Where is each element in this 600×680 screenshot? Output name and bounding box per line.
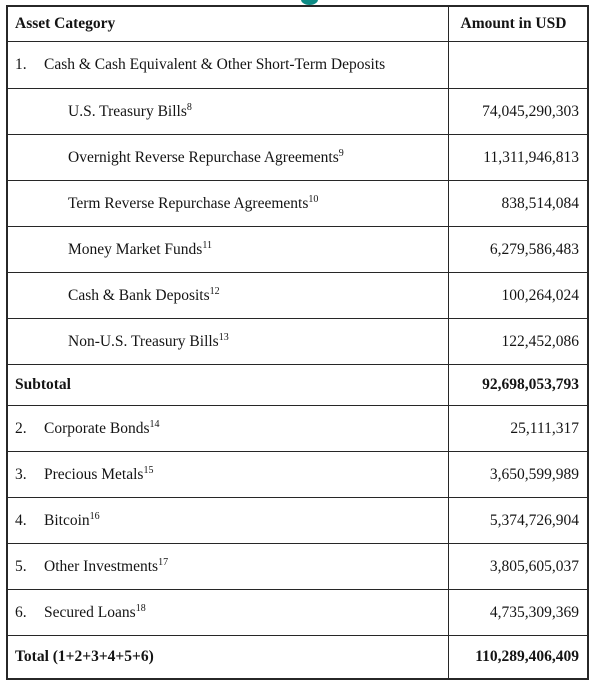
amount-cell: 122,452,086 <box>447 318 589 365</box>
amount-cell: 11,311,946,813 <box>447 134 589 181</box>
asset-category-cell: Money Market Funds11 <box>6 226 449 273</box>
footnote-reference: 11 <box>202 239 212 251</box>
asset-label: Secured Loans <box>44 603 136 621</box>
table-row: 2. Corporate Bonds14 25,111,317 <box>6 405 589 452</box>
asset-label: Other Investments <box>44 557 159 575</box>
amount-cell: 5,374,726,904 <box>447 497 589 544</box>
asset-category-cell: 3. Precious Metals15 <box>6 451 449 498</box>
asset-category-cell: 4. Bitcoin16 <box>6 497 449 544</box>
asset-label: Precious Metals <box>44 465 144 483</box>
asset-label: Bitcoin <box>44 511 90 529</box>
asset-label: Overnight Reverse Repurchase Agreements <box>68 148 339 166</box>
amount-cell: 92,698,053,793 <box>447 364 589 406</box>
table-row: Non-U.S. Treasury Bills13 122,452,086 <box>6 318 589 365</box>
asset-label: Cash & Bank Deposits <box>68 286 210 304</box>
asset-label: Term Reverse Repurchase Agreements <box>68 194 309 212</box>
row-number: 5. <box>15 557 27 575</box>
asset-category-cell: U.S. Treasury Bills8 <box>6 88 449 135</box>
table-row: 6. Secured Loans18 4,735,309,369 <box>6 589 589 636</box>
asset-category-cell: 1. Cash & Cash Equivalent & Other Short-T… <box>6 41 449 89</box>
asset-label: Subtotal <box>15 376 71 394</box>
table-row: Total (1+2+3+4+5+6) 110,289,406,409 <box>6 635 589 680</box>
footnote-reference: 15 <box>143 464 154 476</box>
amount-cell: 100,264,024 <box>447 272 589 319</box>
amount-cell: 110,289,406,409 <box>447 635 589 680</box>
asset-category-cell: Non-U.S. Treasury Bills13 <box>6 318 449 365</box>
amount-cell: 3,650,599,989 <box>447 451 589 498</box>
table-row: 5. Other Investments17 3,805,605,037 <box>6 543 589 590</box>
row-number: 4. <box>15 511 27 529</box>
table-row: 3. Precious Metals15 3,650,599,989 <box>6 451 589 498</box>
amount-cell: 6,279,586,483 <box>447 226 589 273</box>
row-number: 3. <box>15 465 27 483</box>
footnote-reference: 9 <box>338 147 344 159</box>
cropped-heading-fragment <box>301 0 318 5</box>
asset-label: U.S. Treasury Bills <box>68 102 187 120</box>
row-number: 6. <box>15 603 27 621</box>
table-row: 1. Cash & Cash Equivalent & Other Short-T… <box>6 41 589 89</box>
table-body: 1. Cash & Cash Equivalent & Other Short-T… <box>6 41 589 680</box>
table-header-row: Asset Category Amount in USD <box>6 5 589 42</box>
asset-label: Money Market Funds <box>68 240 203 258</box>
table-row: 4. Bitcoin16 5,374,726,904 <box>6 497 589 544</box>
footnote-reference: 13 <box>218 331 229 343</box>
amount-cell: 3,805,605,037 <box>447 543 589 590</box>
asset-category-cell: 6. Secured Loans18 <box>6 589 449 636</box>
amount-cell: 74,045,290,303 <box>447 88 589 135</box>
footnote-reference: 17 <box>158 556 169 568</box>
asset-category-cell: 2. Corporate Bonds14 <box>6 405 449 452</box>
table-row: Cash & Bank Deposits12 100,264,024 <box>6 272 589 319</box>
asset-category-cell: Total (1+2+3+4+5+6) <box>6 635 449 680</box>
asset-label: Cash & Cash Equivalent & Other Short-Ter… <box>44 56 386 74</box>
row-number: 2. <box>15 419 27 437</box>
asset-label: Total (1+2+3+4+5+6) <box>15 648 154 666</box>
footnote-reference: 12 <box>209 285 220 297</box>
asset-category-cell: Cash & Bank Deposits12 <box>6 272 449 319</box>
footnote-reference: 8 <box>186 101 192 113</box>
row-number: 1. <box>15 56 27 74</box>
asset-category-cell: Term Reverse Repurchase Agreements10 <box>6 180 449 227</box>
table-row: Subtotal 92,698,053,793 <box>6 364 589 406</box>
amount-cell: 4,735,309,369 <box>447 589 589 636</box>
amount-cell <box>447 41 589 89</box>
amount-cell: 838,514,084 <box>447 180 589 227</box>
asset-reserves-table: Asset Category Amount in USD 1. Cash & Ca… <box>6 5 589 680</box>
table-row: Overnight Reverse Repurchase Agreements9… <box>6 134 589 181</box>
amount-in-usd-column-header: Amount in USD <box>447 5 589 42</box>
table-row: Term Reverse Repurchase Agreements10 838,… <box>6 180 589 227</box>
amount-cell: 25,111,317 <box>447 405 589 452</box>
table-row: U.S. Treasury Bills8 74,045,290,303 <box>6 88 589 135</box>
asset-category-cell: 5. Other Investments17 <box>6 543 449 590</box>
footnote-reference: 18 <box>135 602 146 614</box>
table-row: Money Market Funds11 6,279,586,483 <box>6 226 589 273</box>
footnote-reference: 10 <box>308 193 319 205</box>
footnote-reference: 14 <box>149 418 160 430</box>
asset-category-cell: Overnight Reverse Repurchase Agreements9 <box>6 134 449 181</box>
asset-category-cell: Subtotal <box>6 364 449 406</box>
footnote-reference: 16 <box>89 510 100 522</box>
asset-category-column-header: Asset Category <box>6 5 449 42</box>
asset-label: Corporate Bonds <box>44 419 150 437</box>
asset-label: Non-U.S. Treasury Bills <box>68 332 219 350</box>
